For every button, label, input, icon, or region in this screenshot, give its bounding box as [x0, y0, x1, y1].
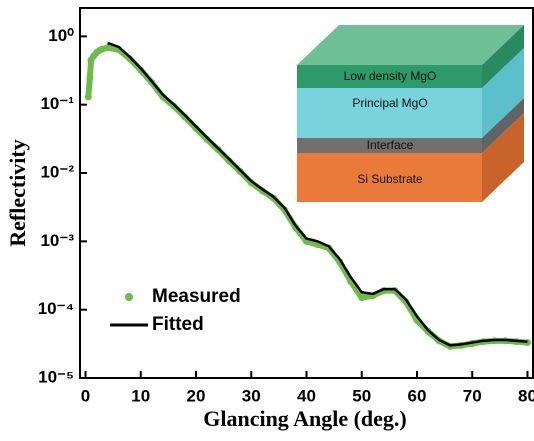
layer-top — [297, 25, 524, 65]
layer-side — [482, 98, 524, 153]
layer-label: Si Substrate — [357, 172, 423, 186]
data-point — [84, 93, 92, 101]
data-point — [358, 294, 366, 302]
y-tick-label: 10⁰ — [48, 26, 74, 45]
y-tick-label: 10⁻² — [40, 162, 74, 181]
layer — [297, 138, 482, 153]
layer — [297, 65, 482, 88]
data-point — [98, 45, 106, 53]
x-tick-label: 80 — [518, 386, 534, 405]
x-tick-label: 40 — [297, 386, 316, 405]
y-tick-label: 10⁻³ — [40, 231, 74, 250]
data-point — [104, 44, 112, 52]
x-tick-label: 20 — [187, 386, 206, 405]
x-tick-label: 60 — [408, 386, 427, 405]
layer — [297, 153, 482, 202]
x-tick-label: 10 — [131, 386, 150, 405]
layer-side — [482, 48, 524, 138]
legend-marker — [125, 293, 133, 301]
x-tick-label: 0 — [81, 386, 90, 405]
data-point — [86, 73, 94, 81]
layer-label: Interface — [367, 138, 414, 152]
y-tick-label: 10⁻⁵ — [38, 367, 74, 386]
x-tick-label: 30 — [242, 386, 261, 405]
layer — [297, 88, 482, 138]
legend-label: Measured — [152, 286, 241, 307]
layer-label-box: Principal MgO — [352, 96, 428, 110]
y-axis-label: Reflectivity — [5, 139, 30, 247]
layer-side — [482, 113, 524, 202]
y-tick-label: 10⁻⁴ — [38, 299, 74, 318]
x-tick-label: 70 — [463, 386, 482, 405]
fit-line — [107, 41, 528, 347]
layer-side — [482, 25, 524, 88]
x-axis-label: Glancing Angle (deg.) — [203, 406, 407, 431]
plot-area — [84, 41, 531, 350]
layer-label: Principal MgO — [352, 96, 428, 110]
y-tick-label: 10⁻¹ — [40, 94, 74, 113]
inset-diagram: Low density MgO Principal MgO Interface … — [297, 25, 524, 202]
legend-label: Fitted — [152, 314, 204, 335]
layer-label: Low density MgO — [344, 69, 437, 83]
x-tick-label: 50 — [352, 386, 371, 405]
